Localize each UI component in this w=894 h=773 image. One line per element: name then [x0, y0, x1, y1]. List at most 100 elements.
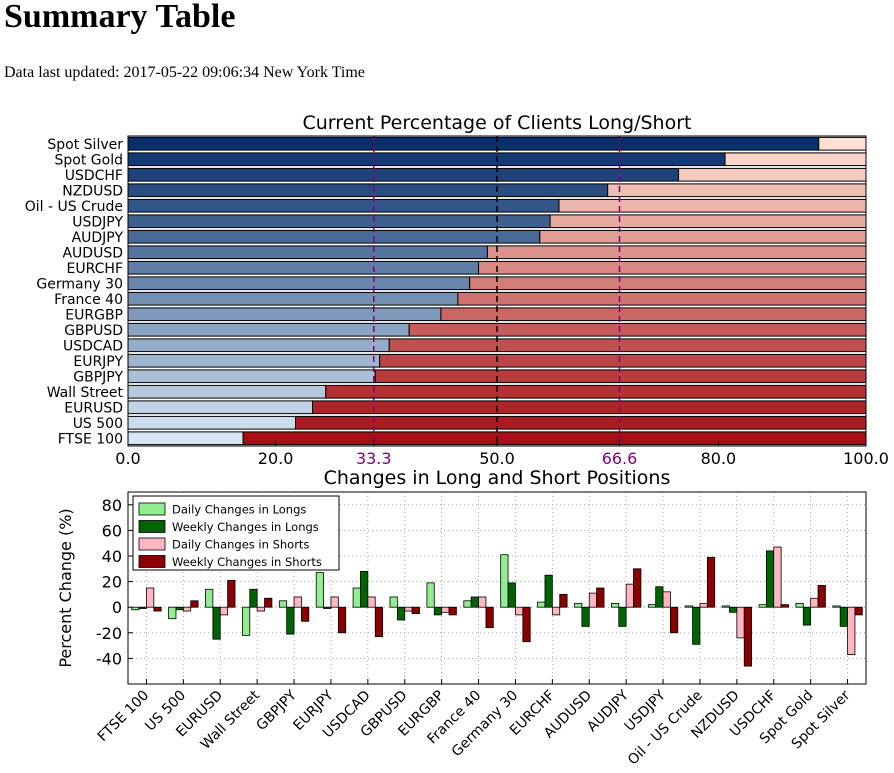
change-bar	[507, 582, 516, 608]
change-bar	[404, 606, 413, 612]
category-label: Spot Silver	[47, 137, 123, 153]
change-bar	[758, 604, 767, 608]
change-bar	[692, 606, 701, 645]
y-tick-label: 60	[102, 521, 122, 540]
change-bar	[249, 588, 258, 608]
y-tick-label: 80	[102, 496, 122, 515]
category-label: Germany 30	[36, 276, 123, 292]
change-bar	[817, 585, 826, 608]
change-bar	[670, 606, 679, 634]
legend: Daily Changes in Longs Weekly Changes in …	[132, 495, 340, 571]
category-label: FTSE 100	[95, 688, 152, 745]
change-bar	[662, 591, 671, 608]
change-bar	[765, 550, 775, 608]
change-bar	[463, 600, 472, 608]
change-bar	[522, 606, 531, 643]
change-bar	[470, 596, 479, 608]
category-label: EURCHF	[67, 261, 123, 277]
short-bar	[539, 229, 867, 244]
short-bar	[374, 369, 867, 384]
change-bar	[684, 605, 693, 608]
legend-label: Weekly Changes in Shorts	[172, 555, 322, 569]
category-label: Spot Gold	[55, 152, 123, 168]
long-bar	[127, 229, 541, 244]
change-bar	[699, 602, 708, 608]
short-bar	[242, 431, 867, 446]
short-bar	[457, 291, 867, 306]
change-bar	[293, 596, 302, 608]
long-bar	[127, 214, 551, 229]
category-label: EURGBP	[65, 307, 123, 323]
legend-frame	[132, 495, 340, 571]
changes-chart: Changes in Long and Short Positions 80 60 4…	[56, 467, 867, 768]
change-bar	[647, 604, 657, 608]
change-bar	[256, 606, 265, 612]
category-label: AUDUSD	[62, 245, 123, 261]
change-bar	[802, 606, 812, 626]
x-tick-label: 50.0	[479, 449, 515, 468]
legend-swatch	[138, 537, 166, 551]
change-bar	[736, 606, 745, 639]
change-bar	[551, 606, 561, 616]
change-bar	[396, 606, 406, 621]
long-bar	[127, 167, 680, 182]
change-bar	[241, 606, 251, 636]
change-bar	[175, 606, 184, 611]
short-bar	[724, 152, 867, 167]
change-bar	[286, 606, 295, 635]
category-label: AUDJPY	[72, 230, 124, 246]
x-tick-label: 0.0	[115, 449, 140, 468]
change-bar	[315, 572, 324, 608]
change-bar	[227, 579, 236, 608]
y-tick-label: -40	[96, 649, 122, 668]
change-bar	[537, 601, 546, 608]
y-tick-label: 0	[112, 598, 122, 617]
y-tick-label: 40	[102, 547, 122, 566]
short-bar	[818, 136, 867, 151]
change-bar	[367, 596, 376, 608]
change-bar	[360, 570, 369, 608]
change-bar	[854, 606, 863, 616]
category-label: US 500	[73, 416, 123, 432]
x-tick-label: 20.0	[258, 449, 294, 468]
change-bar	[795, 602, 804, 608]
change-bar	[441, 606, 450, 613]
changes-chart-title: Changes in Long and Short Positions	[324, 467, 671, 489]
change-bar	[847, 606, 856, 655]
change-bar	[743, 606, 753, 667]
short-bar	[469, 276, 867, 291]
short-bar	[295, 415, 867, 430]
legend-label: Daily Changes in Longs	[172, 503, 306, 517]
short-bar	[408, 322, 867, 337]
change-bar	[500, 554, 509, 608]
change-bar	[219, 606, 229, 616]
change-bar	[190, 600, 199, 608]
change-bar	[596, 587, 605, 608]
category-label: NZDUSD	[62, 183, 123, 199]
change-bar	[411, 606, 420, 615]
change-bar	[168, 606, 177, 620]
category-label: GBPJPY	[73, 369, 123, 385]
change-bar	[212, 606, 221, 640]
category-label: EURJPY	[73, 354, 123, 370]
long-bar	[127, 198, 560, 213]
long-short-chart-title: Current Percentage of Clients Long/Short	[303, 112, 692, 134]
short-bar	[312, 400, 867, 415]
change-bar	[374, 606, 384, 638]
change-bar	[706, 556, 716, 608]
long-bar	[127, 245, 488, 260]
category-label: USDJPY	[72, 214, 123, 230]
y-tick-label: 20	[102, 573, 122, 592]
change-bar	[610, 602, 620, 608]
y-axis-label: Percent Change (%)	[56, 508, 75, 667]
category-label: France 40	[54, 292, 123, 308]
x-tick-label: 80.0	[701, 449, 737, 468]
x-tick-label: 100.0	[843, 449, 889, 468]
category-label: GBPJPY	[253, 687, 300, 734]
short-bar	[486, 245, 867, 260]
change-bar	[655, 586, 664, 608]
change-bar	[773, 546, 782, 608]
category-label: USDCAD	[63, 338, 123, 354]
long-bar	[127, 152, 726, 167]
category-label: EURUSD	[64, 400, 123, 416]
